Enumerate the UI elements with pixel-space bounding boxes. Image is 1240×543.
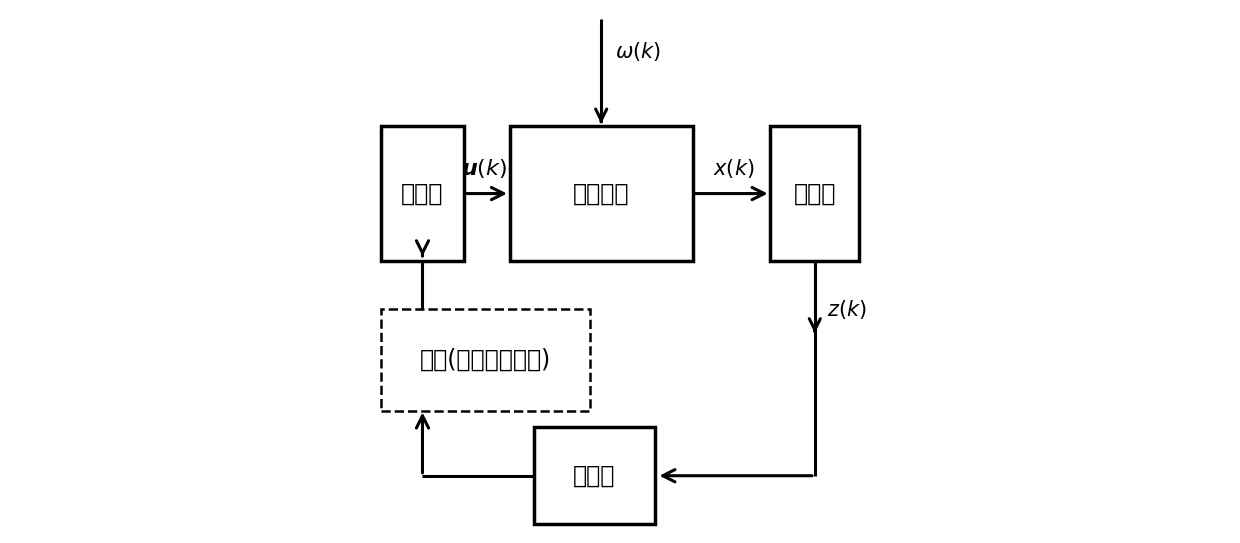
Bar bbox=[770, 127, 859, 261]
Text: $\omega(k)$: $\omega(k)$ bbox=[615, 40, 661, 62]
Text: $x(k)$: $x(k)$ bbox=[713, 157, 755, 180]
Bar bbox=[381, 127, 464, 261]
Bar bbox=[381, 309, 590, 411]
Text: $z(k)$: $z(k)$ bbox=[827, 298, 867, 320]
Text: 传感器: 传感器 bbox=[794, 181, 836, 206]
Text: 网络(存在时变时延): 网络(存在时变时延) bbox=[420, 348, 552, 372]
Text: $\boldsymbol{u}(k)$: $\boldsymbol{u}(k)$ bbox=[461, 157, 507, 180]
Text: 被控对象: 被控对象 bbox=[573, 181, 630, 206]
Text: 执行器: 执行器 bbox=[402, 181, 444, 206]
Bar bbox=[534, 427, 655, 524]
Text: 控制器: 控制器 bbox=[573, 464, 615, 488]
Bar bbox=[510, 127, 693, 261]
